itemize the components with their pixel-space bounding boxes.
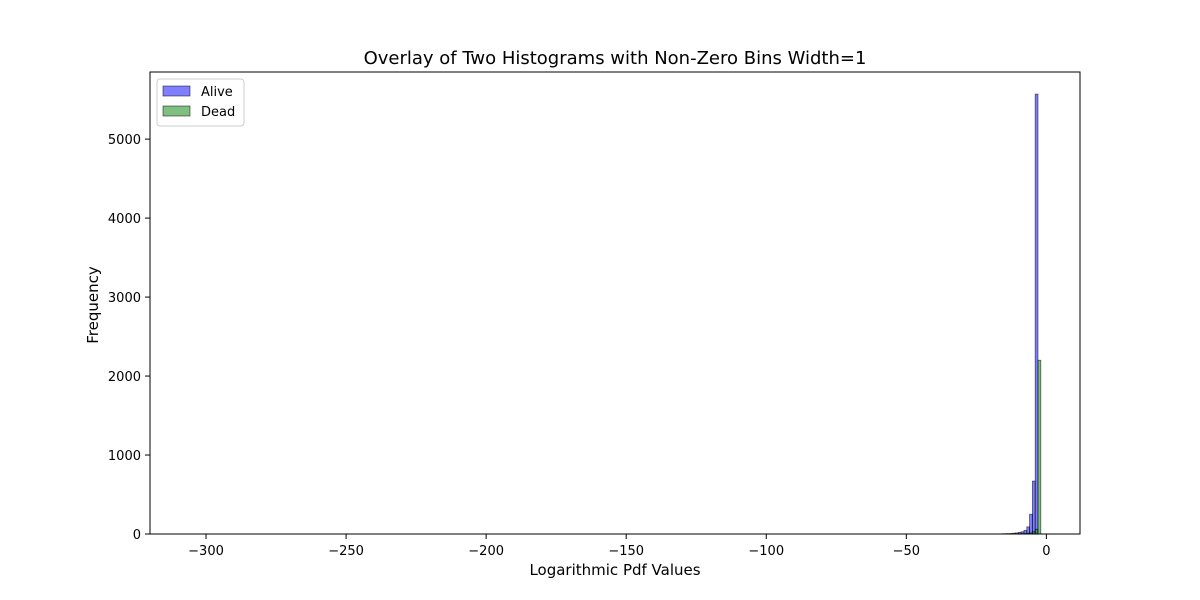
x-axis-label: Logarithmic Pdf Values bbox=[529, 561, 700, 579]
bar-alive-10 bbox=[1029, 513, 1033, 535]
x-tick-label: −150 bbox=[608, 544, 644, 559]
bar-dead-8 bbox=[1034, 528, 1039, 535]
y-tick-label: 2000 bbox=[108, 370, 141, 385]
x-tick-label: −300 bbox=[188, 544, 224, 559]
x-tick-label: −250 bbox=[328, 544, 364, 559]
x-tick-label: −200 bbox=[468, 544, 504, 559]
x-axis-ticks: −300 −250 −200 −150 −100 −50 0 bbox=[188, 534, 1051, 559]
plot-area-frame bbox=[149, 71, 1081, 535]
y-axis-ticks: 0 1000 2000 3000 4000 5000 bbox=[108, 133, 150, 543]
x-tick-label: −100 bbox=[748, 544, 784, 559]
legend: Alive Dead bbox=[156, 78, 245, 127]
y-tick-label: 3000 bbox=[108, 291, 141, 306]
y-tick-label: 5000 bbox=[108, 133, 141, 148]
legend-swatch-alive bbox=[162, 85, 191, 97]
y-tick-label: 4000 bbox=[108, 212, 141, 227]
legend-swatch-dead bbox=[162, 105, 191, 117]
x-tick-label: −50 bbox=[893, 544, 920, 559]
bar-alive-12 bbox=[1034, 93, 1039, 535]
bar-alive-11 bbox=[1031, 480, 1036, 535]
x-tick-label: 0 bbox=[1042, 544, 1050, 559]
y-axis-label: Frequency bbox=[84, 266, 102, 344]
legend-label-dead: Dead bbox=[201, 105, 235, 120]
y-tick-label: 0 bbox=[133, 528, 141, 543]
chart-title: Overlay of Two Histograms with Non-Zero … bbox=[364, 48, 867, 69]
histogram-bars bbox=[1001, 93, 1042, 535]
bar-dead-9 bbox=[1037, 359, 1042, 535]
legend-label-alive: Alive bbox=[201, 85, 233, 100]
y-tick-label: 1000 bbox=[108, 449, 141, 464]
